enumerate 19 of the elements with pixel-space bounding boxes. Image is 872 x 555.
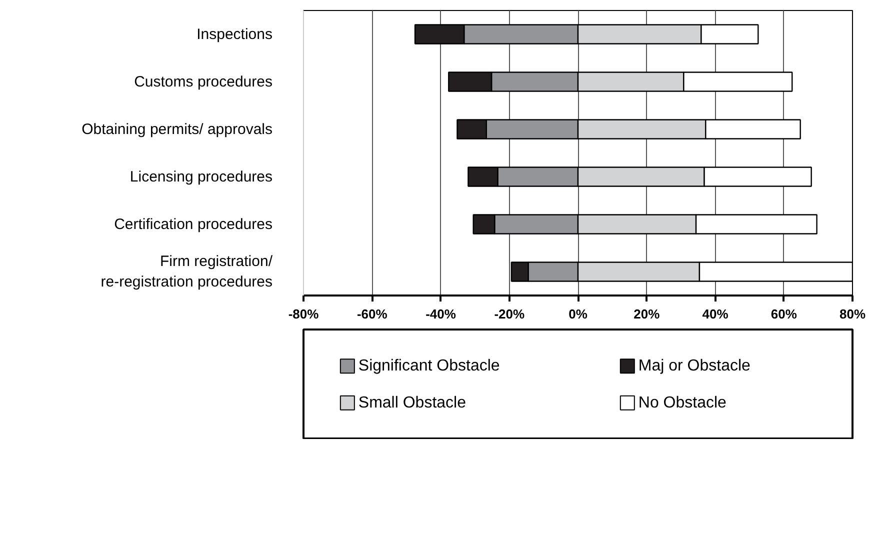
x-tick-label: 20% <box>634 306 660 322</box>
x-tick-label: -60% <box>356 306 388 322</box>
y-tick-label: Firm registration/ re-registration procedures <box>100 253 274 290</box>
legend-label: Maj or Obstacle <box>638 358 751 375</box>
y-tick-label: Certification procedures <box>114 216 273 233</box>
x-tick-label: 60% <box>770 306 798 322</box>
legend-label: Small Obstacle <box>358 394 466 412</box>
y-tick-label: Customs procedures <box>134 73 273 90</box>
x-tick-label: -20% <box>494 306 525 322</box>
legend-label: No Obstacle <box>638 394 727 412</box>
x-tick-label: 80% <box>839 306 866 322</box>
y-tick-label: Obtaining permits/ approvals <box>82 120 273 138</box>
y-tick-label: Inspections <box>196 26 273 43</box>
legend-label: Significant Obstacle <box>358 358 500 375</box>
y-tick-label: Licensing procedures <box>130 168 273 186</box>
x-tick-label: 40% <box>702 306 729 322</box>
x-tick-label: 0% <box>568 306 588 322</box>
x-tick-label: -80% <box>288 306 320 322</box>
x-tick-label: -40% <box>426 306 456 322</box>
